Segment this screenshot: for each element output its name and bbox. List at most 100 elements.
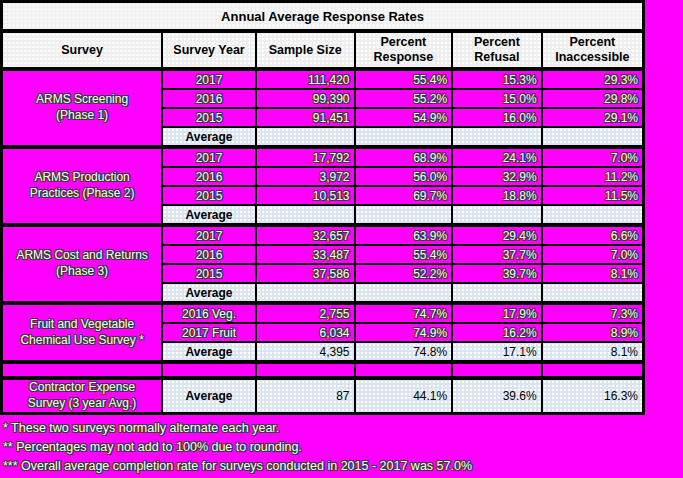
cell-avg-percent-refusal bbox=[452, 283, 542, 303]
table-row: ARMS Production Practices (Phase 2) 2017… bbox=[2, 147, 644, 167]
cell-percent-refusal: 32.9% bbox=[452, 167, 542, 186]
cell-percent-refusal: 16.2% bbox=[452, 323, 542, 342]
survey-label-line2: (Phase 1) bbox=[56, 108, 108, 122]
table-row: ARMS Cost and Returns (Phase 3) 2017 32,… bbox=[2, 225, 644, 245]
cell-year: 2015 bbox=[162, 264, 256, 283]
spacer-cell bbox=[162, 362, 256, 378]
col-header-sample-size: Sample Size bbox=[256, 31, 355, 69]
col-header-percent-response: Percent Response bbox=[355, 31, 453, 69]
spacer-cell bbox=[2, 362, 163, 378]
cell-percent-response: 55.2% bbox=[355, 89, 453, 108]
cell-avg-percent-response: 74.8% bbox=[355, 342, 453, 362]
average-label: Average bbox=[162, 378, 256, 414]
survey-label-line1: Contractor Expense bbox=[29, 380, 135, 394]
cell-percent-inaccessible: 29.8% bbox=[542, 89, 644, 108]
cell-percent-inaccessible: 8.1% bbox=[542, 264, 644, 283]
col-header-survey-year: Survey Year bbox=[162, 31, 256, 69]
cell-avg-percent-response bbox=[355, 283, 453, 303]
cell-year: 2017 bbox=[162, 69, 256, 89]
col-header-percent-refusal: Percent Refusal bbox=[452, 31, 542, 69]
survey-label-line1: ARMS Production bbox=[34, 170, 129, 184]
cell-percent-refusal: 16.0% bbox=[452, 108, 542, 127]
cell-percent-response: 56.0% bbox=[355, 167, 453, 186]
cell-percent-inaccessible: 29.1% bbox=[542, 108, 644, 127]
cell-percent-response: 69.7% bbox=[355, 186, 453, 205]
cell-avg-percent-response bbox=[355, 205, 453, 225]
survey-label-line2: Chemical Use Survey * bbox=[20, 333, 143, 347]
cell-avg-percent-inaccessible: 8.1% bbox=[542, 342, 644, 362]
footnote-overall-rate: *** Overall average completion rate for … bbox=[3, 457, 683, 476]
survey-label-fruit-vegetable: Fruit and Vegetable Chemical Use Survey … bbox=[2, 303, 163, 362]
cell-sample-size: 2,755 bbox=[256, 303, 355, 323]
cell-sample-size: 32,657 bbox=[256, 225, 355, 245]
cell-percent-response: 55.4% bbox=[355, 245, 453, 264]
cell-year: 2016 bbox=[162, 89, 256, 108]
cell-year: 2016 Veg. bbox=[162, 303, 256, 323]
response-rates-table: Annual Average Response Rates Survey Sur… bbox=[0, 0, 645, 415]
cell-sample-size: 37,586 bbox=[256, 264, 355, 283]
cell-avg-percent-refusal: 17.1% bbox=[452, 342, 542, 362]
cell-year: 2017 bbox=[162, 225, 256, 245]
cell-percent-inaccessible: 7.3% bbox=[542, 303, 644, 323]
cell-percent-refusal: 29.4% bbox=[452, 225, 542, 245]
cell-percent-response: 68.9% bbox=[355, 147, 453, 167]
col-header-survey: Survey bbox=[2, 31, 163, 69]
cell-year: 2015 bbox=[162, 186, 256, 205]
cell-percent-response: 63.9% bbox=[355, 225, 453, 245]
cell-percent-inaccessible: 7.0% bbox=[542, 245, 644, 264]
spacer-cell bbox=[542, 362, 644, 378]
col-header-percent-inaccessible: Percent Inaccessible bbox=[542, 31, 644, 69]
cell-percent-refusal: 39.7% bbox=[452, 264, 542, 283]
table-title: Annual Average Response Rates bbox=[2, 2, 644, 32]
cell-sample-size: 91,451 bbox=[256, 108, 355, 127]
cell-percent-refusal: 24.1% bbox=[452, 147, 542, 167]
cell-sample-size: 10,513 bbox=[256, 186, 355, 205]
survey-label-arms-cost-returns: ARMS Cost and Returns (Phase 3) bbox=[2, 225, 163, 303]
survey-label-line2: (Phase 3) bbox=[56, 264, 108, 278]
cell-percent-refusal: 17.9% bbox=[452, 303, 542, 323]
table-title-row: Annual Average Response Rates bbox=[2, 2, 644, 32]
cell-sample-size: 33,487 bbox=[256, 245, 355, 264]
survey-label-line2: Practices (Phase 2) bbox=[30, 186, 135, 200]
cell-year: 2017 Fruit bbox=[162, 323, 256, 342]
cell-percent-inaccessible: 7.0% bbox=[542, 147, 644, 167]
cell-avg-percent-inaccessible bbox=[542, 283, 644, 303]
cell-avg-sample-size bbox=[256, 283, 355, 303]
spacer-cell bbox=[256, 362, 355, 378]
cell-percent-refusal: 15.0% bbox=[452, 89, 542, 108]
survey-label-line1: ARMS Cost and Returns bbox=[16, 248, 147, 262]
cell-year: 2016 bbox=[162, 167, 256, 186]
average-row: Contractor Expense Survey (3 year Avg.) … bbox=[2, 378, 644, 414]
cell-avg-percent-refusal bbox=[452, 127, 542, 147]
survey-label-line1: Fruit and Vegetable bbox=[30, 317, 134, 331]
cell-avg-percent-response bbox=[355, 127, 453, 147]
survey-label-line2: Survey (3 year Avg.) bbox=[28, 396, 137, 410]
cell-percent-inaccessible: 11.5% bbox=[542, 186, 644, 205]
cell-percent-response: 74.9% bbox=[355, 323, 453, 342]
cell-year: 2016 bbox=[162, 245, 256, 264]
cell-year: 2015 bbox=[162, 108, 256, 127]
survey-label-line1: ARMS Screening bbox=[36, 92, 128, 106]
cell-percent-response: 55.4% bbox=[355, 69, 453, 89]
average-label: Average bbox=[162, 283, 256, 303]
spacer-cell bbox=[452, 362, 542, 378]
cell-avg-sample-size bbox=[256, 127, 355, 147]
cell-percent-inaccessible: 11.2% bbox=[542, 167, 644, 186]
average-label: Average bbox=[162, 342, 256, 362]
cell-avg-sample-size: 4,395 bbox=[256, 342, 355, 362]
cell-sample-size: 111,420 bbox=[256, 69, 355, 89]
cell-percent-inaccessible: 29.3% bbox=[542, 69, 644, 89]
cell-percent-inaccessible: 8.9% bbox=[542, 323, 644, 342]
cell-avg-sample-size: 87 bbox=[256, 378, 355, 414]
survey-label-contractor-expense: Contractor Expense Survey (3 year Avg.) bbox=[2, 378, 163, 414]
footnote-rounding: ** Percentages may not add to 100% due t… bbox=[3, 438, 683, 457]
table-row: Fruit and Vegetable Chemical Use Survey … bbox=[2, 303, 644, 323]
cell-avg-percent-inaccessible bbox=[542, 127, 644, 147]
survey-label-arms-production: ARMS Production Practices (Phase 2) bbox=[2, 147, 163, 225]
cell-percent-refusal: 18.8% bbox=[452, 186, 542, 205]
cell-avg-percent-inaccessible bbox=[542, 205, 644, 225]
spacer-row bbox=[2, 362, 644, 378]
cell-percent-refusal: 15.3% bbox=[452, 69, 542, 89]
cell-avg-percent-inaccessible: 16.3% bbox=[542, 378, 644, 414]
survey-label-arms-screening: ARMS Screening (Phase 1) bbox=[2, 69, 163, 147]
